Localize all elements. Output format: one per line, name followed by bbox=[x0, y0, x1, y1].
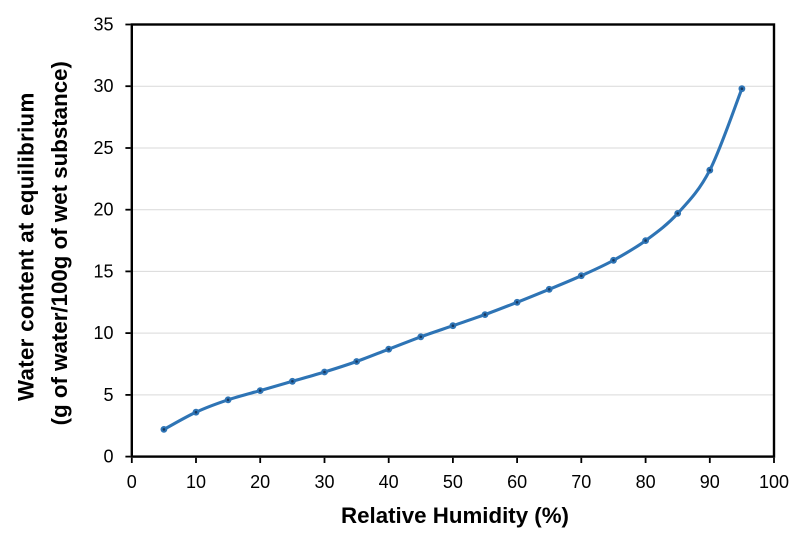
svg-text:20: 20 bbox=[93, 200, 113, 220]
svg-text:35: 35 bbox=[93, 15, 113, 35]
svg-text:50: 50 bbox=[443, 472, 463, 492]
svg-text:60: 60 bbox=[507, 472, 527, 492]
svg-text:15: 15 bbox=[93, 261, 113, 281]
svg-text:0: 0 bbox=[127, 472, 137, 492]
svg-text:90: 90 bbox=[700, 472, 720, 492]
svg-text:(g of water/100g of wet substa: (g of water/100g of wet substance) bbox=[47, 61, 72, 425]
svg-text:20: 20 bbox=[250, 472, 270, 492]
svg-text:80: 80 bbox=[636, 472, 656, 492]
svg-text:5: 5 bbox=[103, 385, 113, 405]
svg-text:10: 10 bbox=[93, 323, 113, 343]
svg-text:25: 25 bbox=[93, 138, 113, 158]
svg-text:0: 0 bbox=[103, 447, 113, 467]
svg-text:10: 10 bbox=[186, 472, 206, 492]
svg-text:Water content at equilibrium: Water content at equilibrium bbox=[14, 92, 39, 401]
svg-text:100: 100 bbox=[759, 472, 789, 492]
svg-text:30: 30 bbox=[314, 472, 334, 492]
svg-text:30: 30 bbox=[93, 76, 113, 96]
svg-text:70: 70 bbox=[571, 472, 591, 492]
svg-text:40: 40 bbox=[379, 472, 399, 492]
svg-text:Relative Humidity (%): Relative Humidity (%) bbox=[341, 503, 569, 528]
